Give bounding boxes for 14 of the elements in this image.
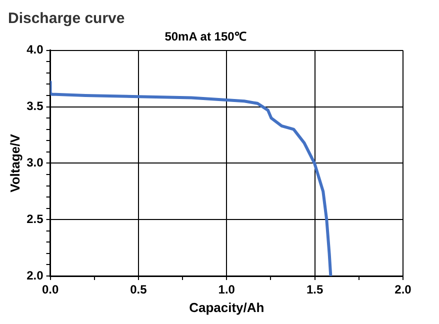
x-tick-label: 0.0 bbox=[42, 282, 59, 297]
y-tick-label: 3.5 bbox=[26, 99, 44, 114]
x-tick-label: 2.0 bbox=[394, 282, 412, 297]
x-axis-title: Capacity/Ah bbox=[189, 300, 264, 315]
y-axis-title: Voltage/V bbox=[7, 134, 22, 192]
y-tick-label: 2.5 bbox=[26, 212, 44, 226]
y-tick-label: 4.0 bbox=[26, 42, 44, 57]
x-tick-label: 1.0 bbox=[218, 282, 236, 297]
x-tick-label: 0.5 bbox=[130, 282, 148, 297]
chart-subtitle: 50mA at 150℃ bbox=[164, 30, 246, 44]
x-tick-label: 1.5 bbox=[306, 282, 324, 297]
chart-title: Discharge curve bbox=[8, 10, 125, 28]
y-tick-label: 2.0 bbox=[26, 268, 44, 282]
y-tick-label: 3.0 bbox=[26, 156, 44, 170]
